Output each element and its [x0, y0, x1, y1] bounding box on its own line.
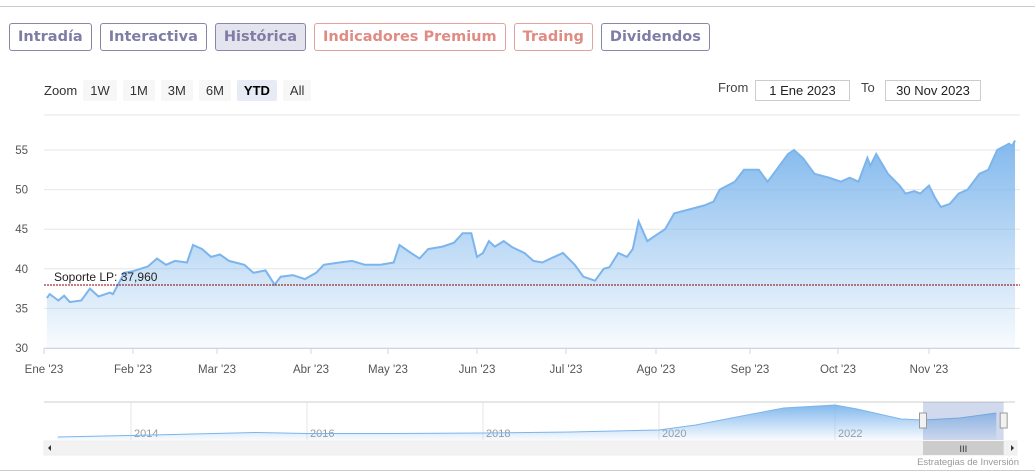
credit-text[interactable]: Estrategias de Inversión	[917, 457, 1019, 468]
price-area	[46, 140, 1016, 348]
x-tick-label: May '23	[368, 364, 408, 376]
zoom-selector: Zoom 1W 1M 3M 6M YTD All	[44, 80, 312, 101]
y-tick-label: 30	[15, 343, 28, 355]
tab-histórica[interactable]: Histórica	[214, 23, 307, 51]
navigator-area	[57, 405, 997, 440]
price-line	[46, 140, 1016, 304]
navigator-handle[interactable]	[919, 412, 927, 429]
zoom-6m-button[interactable]: 6M	[198, 80, 231, 101]
navigator-line	[57, 404, 997, 438]
from-date-input[interactable]: 1 Ene 2023	[755, 80, 850, 101]
y-tick-label: 40	[15, 264, 28, 276]
support-label: Soporte LP: 37,960	[54, 270, 158, 284]
x-tick-label: Ago '23	[637, 364, 676, 376]
x-tick-label: Mar '23	[198, 364, 236, 376]
y-tick-label: 35	[15, 303, 28, 315]
chart-tabs: Intradía Interactiva Histórica Indicadores …	[9, 23, 710, 51]
zoom-label: Zoom	[44, 83, 78, 98]
scrollbar-track[interactable]	[43, 440, 1018, 456]
tab-intradía[interactable]: Intradía	[9, 23, 92, 51]
top-divider	[0, 6, 1035, 7]
scroll-right-arrow-icon[interactable]	[1011, 445, 1014, 451]
y-tick-label: 50	[15, 185, 28, 197]
x-tick-label: Feb '23	[114, 364, 152, 376]
scrollbar-thumb[interactable]	[923, 441, 1004, 455]
zoom-3m-button[interactable]: 3M	[160, 80, 193, 101]
zoom-ytd-button[interactable]: YTD	[236, 80, 277, 101]
y-tick-label: 55	[15, 145, 28, 157]
zoom-all-button[interactable]: All	[282, 80, 312, 101]
zoom-1w-button[interactable]: 1W	[83, 80, 117, 101]
tab-dividendos[interactable]: Dividendos	[600, 23, 710, 51]
to-label: To	[861, 80, 875, 95]
tab-interactiva[interactable]: Interactiva	[99, 23, 207, 51]
tab-indicadores-premium[interactable]: Indicadores Premium	[314, 23, 506, 51]
scroll-left-arrow-icon[interactable]	[48, 445, 51, 451]
y-tick-label: 45	[15, 224, 28, 236]
zoom-1m-button[interactable]: 1M	[122, 80, 155, 101]
x-tick-label: Abr '23	[293, 364, 329, 376]
tab-trading[interactable]: Trading	[513, 23, 593, 51]
bottom-divider	[0, 470, 1035, 471]
x-tick-label: Nov '23	[910, 364, 949, 376]
x-tick-label: Ene '23	[25, 364, 64, 376]
x-tick-label: Jul '23	[550, 364, 583, 376]
to-date-input[interactable]: 30 Nov 2023	[885, 80, 981, 101]
x-tick-label: Sep '23	[731, 364, 770, 376]
x-tick-label: Jun '23	[459, 364, 496, 376]
navigator-selection	[923, 402, 1004, 440]
scrollbar-grip-icon: III	[959, 445, 967, 455]
from-label: From	[718, 80, 749, 95]
x-tick-label: Oct '23	[820, 364, 856, 376]
navigator-handle[interactable]	[999, 412, 1008, 429]
